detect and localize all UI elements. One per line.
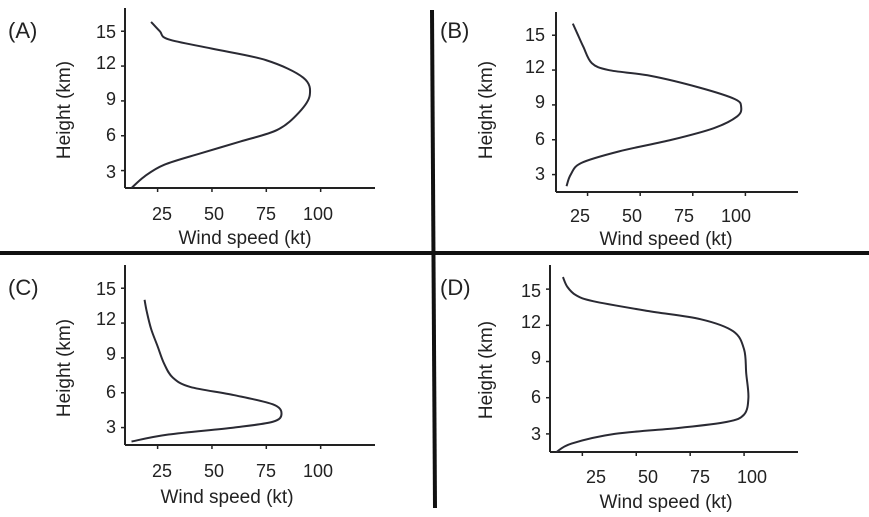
panel-label: (D) — [440, 275, 471, 300]
panel-label: (C) — [8, 275, 39, 300]
x-axis-title: Wind speed (kt) — [599, 229, 732, 250]
x-tick-label: 100 — [737, 467, 767, 487]
panel-c: (C) 25 50 75 100 3 6 9 12 15 Wind speed … — [8, 265, 375, 508]
y-tick-label: 12 — [521, 312, 541, 332]
y-tick-label: 15 — [96, 22, 116, 42]
y-tick-label: 3 — [106, 417, 116, 437]
y-tick-label: 15 — [96, 279, 116, 299]
y-tick-label: 3 — [106, 162, 116, 182]
y-tick-label: 6 — [106, 125, 116, 145]
x-tick-label: 25 — [152, 204, 172, 224]
y-tick-label: 9 — [106, 89, 116, 109]
panel-label: (A) — [8, 18, 37, 43]
x-tick-label: 75 — [690, 467, 710, 487]
wind-profile-line-d — [555, 276, 750, 453]
panel-b: (B) 25 50 75 100 3 6 9 12 15 Wind speed … — [440, 12, 798, 250]
y-axis-title: Height (km) — [476, 321, 497, 419]
y-tick-label: 15 — [525, 25, 545, 45]
y-tick-label: 15 — [521, 281, 541, 301]
wind-profile-line-a — [130, 21, 312, 189]
y-tick-label: 12 — [525, 57, 545, 77]
x-axis-title: Wind speed (kt) — [599, 492, 732, 513]
x-tick-label: 75 — [256, 461, 276, 481]
x-tick-label: 75 — [674, 206, 694, 226]
y-axis-title: Height (km) — [54, 61, 75, 159]
y-axis-title: Height (km) — [476, 61, 497, 159]
y-tick-label: 6 — [106, 382, 116, 402]
y-tick-label: 6 — [531, 387, 541, 407]
y-tick-label: 6 — [535, 129, 545, 149]
panel-a: (A) 25 50 75 100 3 6 9 12 15 Wind speed … — [8, 8, 375, 249]
x-tick-label: 50 — [622, 206, 642, 226]
x-tick-label: 100 — [721, 206, 751, 226]
x-tick-label: 50 — [204, 204, 224, 224]
y-tick-label: 3 — [531, 424, 541, 444]
panel-label: (B) — [440, 18, 469, 43]
x-axis-title: Wind speed (kt) — [178, 228, 311, 249]
x-axis-title: Wind speed (kt) — [160, 487, 293, 508]
x-tick-label: 100 — [303, 461, 333, 481]
x-tick-label: 50 — [638, 467, 658, 487]
y-tick-label: 12 — [96, 53, 116, 73]
y-axis-title: Height (km) — [54, 319, 75, 417]
vertical-divider — [430, 9, 437, 509]
x-tick-label: 25 — [586, 467, 606, 487]
x-tick-label: 25 — [570, 206, 590, 226]
y-tick-label: 9 — [106, 344, 116, 364]
wind-profile-line-b — [565, 23, 743, 187]
y-tick-label: 12 — [96, 309, 116, 329]
x-tick-label: 100 — [303, 204, 333, 224]
x-tick-label: 25 — [152, 461, 172, 481]
x-tick-label: 75 — [256, 204, 276, 224]
y-tick-label: 9 — [535, 92, 545, 112]
x-tick-label: 50 — [204, 461, 224, 481]
y-tick-label: 3 — [535, 164, 545, 184]
y-tick-label: 9 — [531, 348, 541, 368]
panel-d: (D) 25 50 75 100 3 6 9 12 15 Wind speed … — [440, 265, 798, 513]
wind-profile-line-c — [131, 299, 283, 443]
